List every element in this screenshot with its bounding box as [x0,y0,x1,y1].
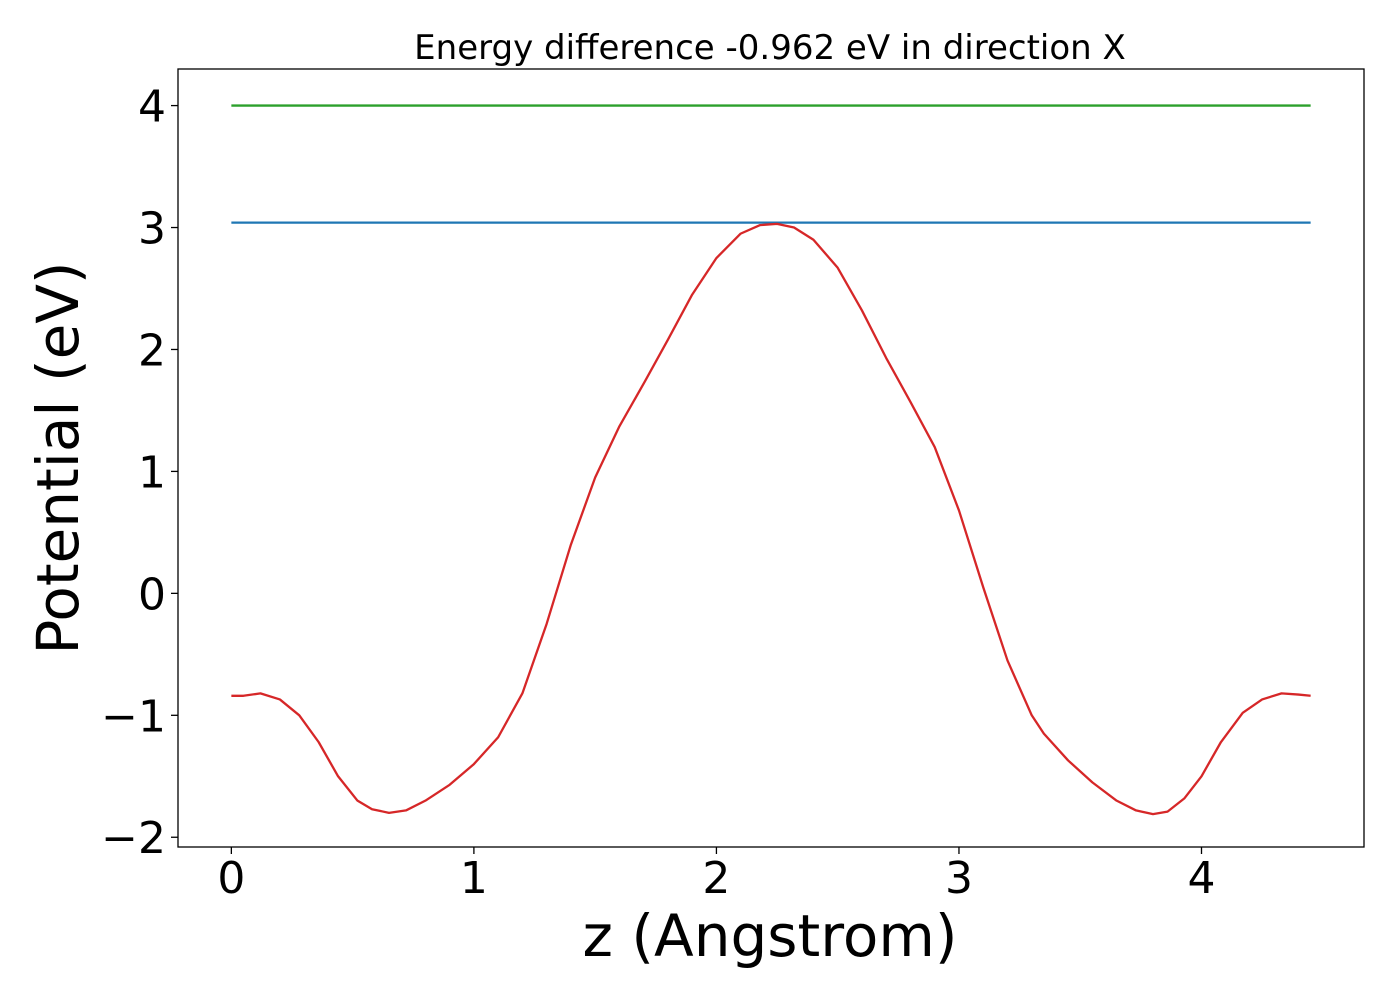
x-tick-label: 1 [460,853,488,904]
x-axis: 0 1 2 3 4 [217,847,1216,904]
plot-frame [177,68,1365,848]
y-tick-label: 0 [138,569,166,620]
x-tick-label: 2 [702,853,730,904]
x-tick-label: 3 [945,853,973,904]
y-tick-label: 1 [138,447,166,498]
y-axis-label: Potential (eV) [24,261,92,654]
y-tick-label: 4 [138,82,166,133]
x-tick-label: 4 [1188,853,1216,904]
chart-title: Energy difference -0.962 eV in direction… [414,28,1126,68]
y-tick-label: 3 [138,204,166,255]
y-tick-label: −2 [101,813,166,864]
y-tick-label: −1 [101,691,166,742]
x-tick-label: 0 [217,853,245,904]
x-axis-label: z (Angstrom) [583,902,958,970]
series-line-2 [231,222,1311,816]
y-tick-label: 2 [138,325,166,376]
y-axis: −2 −1 0 1 2 3 4 [101,82,178,864]
plot-area [231,104,1311,816]
